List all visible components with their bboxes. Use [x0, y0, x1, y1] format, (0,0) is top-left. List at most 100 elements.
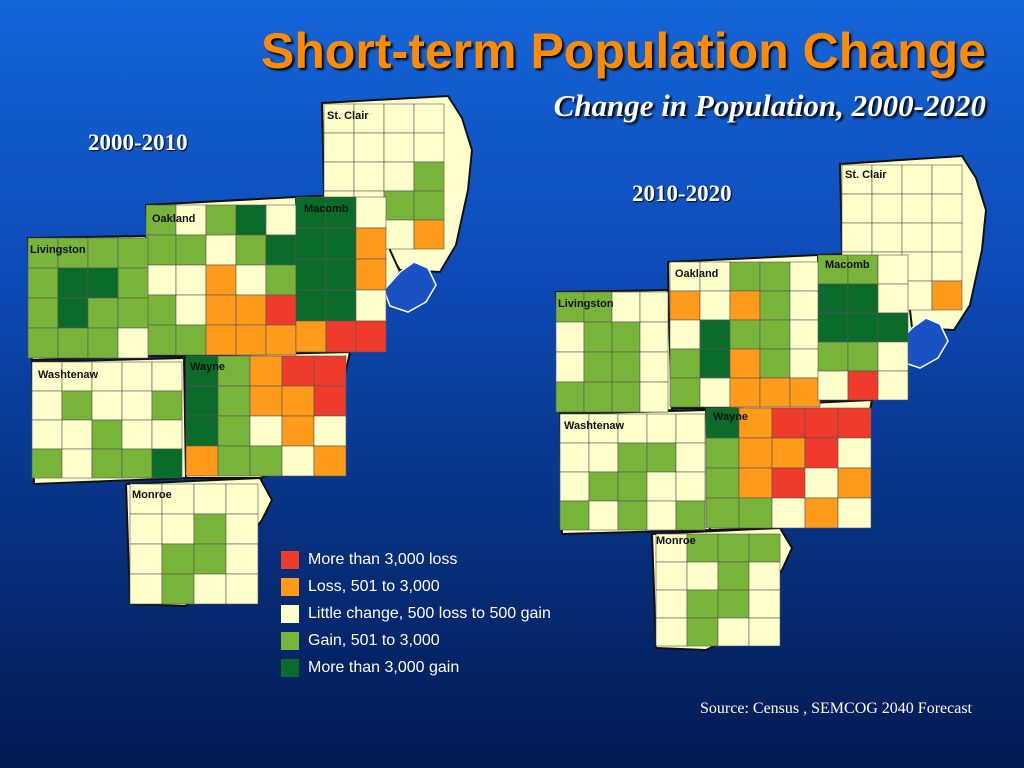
county-label-monroe: Monroe [132, 489, 172, 501]
township-cell [281, 355, 315, 387]
township-cell [205, 264, 237, 296]
county-labels-2010-2020: St. Clair Oakland Macomb Livingston Wash… [558, 169, 887, 547]
township-cell [738, 497, 773, 529]
township-cell [61, 361, 93, 392]
township-cell [325, 289, 357, 322]
township-cell [145, 294, 177, 326]
legend-label: More than 3,000 loss [308, 550, 458, 568]
county-label-wayne: Wayne [190, 361, 225, 373]
township-cell [588, 413, 619, 444]
township-cell [325, 196, 357, 229]
township-cell [117, 267, 149, 299]
township-cell [193, 483, 227, 515]
township-cell [669, 290, 701, 321]
township-cell [655, 533, 688, 563]
township-cell [837, 437, 872, 469]
township-cell [325, 258, 357, 291]
township-cell [129, 573, 163, 605]
township-cell [639, 321, 669, 353]
township-cell [225, 543, 259, 575]
township-cell [877, 283, 909, 314]
map-2000-2010: St. Clair Oakland Macomb Livingston Wash… [26, 94, 474, 608]
township-cell [355, 196, 387, 229]
township-cell [559, 500, 590, 531]
township-cell [313, 355, 347, 387]
township-cell [205, 324, 237, 356]
township-cell [205, 234, 237, 266]
township-cell [27, 297, 59, 329]
township-cell [789, 348, 821, 379]
township-cell [871, 164, 903, 195]
township-cell [871, 193, 903, 224]
township-cell [249, 385, 283, 417]
township-cell [686, 561, 719, 591]
township-cell [217, 415, 251, 447]
legend-swatch [281, 550, 299, 569]
township-cell [729, 319, 761, 350]
township-cell [847, 312, 879, 343]
township-cell [27, 327, 59, 359]
township-cell [235, 234, 267, 266]
township-cell [669, 319, 701, 350]
township-cell [151, 361, 183, 392]
township-cell [217, 445, 251, 477]
township-cell [249, 415, 283, 447]
township-cell [804, 407, 839, 439]
township-cell [117, 327, 149, 359]
township-cell [837, 407, 872, 439]
township-cell [583, 351, 613, 383]
township-cell [877, 312, 909, 343]
township-cell [717, 617, 750, 647]
township-cell [817, 312, 849, 343]
township-cell [699, 348, 731, 379]
township-cell [675, 442, 706, 473]
township-cell [804, 437, 839, 469]
township-cell [193, 573, 227, 605]
township-cell [717, 561, 750, 591]
legend-swatch [281, 658, 299, 677]
township-cell [717, 533, 750, 563]
township-cell [847, 370, 879, 401]
township-cell [217, 385, 251, 417]
township-cell [655, 561, 688, 591]
township-cell [413, 103, 445, 134]
township-cell [265, 324, 297, 356]
township-cell [129, 483, 163, 515]
township-cell [87, 327, 119, 359]
township-cell [771, 407, 806, 439]
township-cell [185, 385, 219, 417]
township-cell [555, 321, 585, 353]
township-cell [225, 513, 259, 545]
legend-label: Loss, 501 to 3,000 [308, 577, 440, 595]
township-cell [27, 267, 59, 299]
township-cell [759, 290, 791, 321]
township-cell [686, 533, 719, 563]
township-cell [686, 589, 719, 619]
township-cell [699, 290, 731, 321]
township-cell [383, 103, 415, 134]
township-grid-2010-2020 [555, 164, 963, 647]
township-cell [639, 351, 669, 383]
township-cell [789, 290, 821, 321]
county-label-macomb: Macomb [304, 203, 349, 215]
township-cell [57, 267, 89, 299]
township-cell [91, 419, 123, 450]
township-cell [413, 219, 445, 250]
township-cell [31, 448, 63, 479]
legend-item-loss-small: Loss, 501 to 3,000 [281, 573, 551, 600]
township-cell [817, 370, 849, 401]
township-cell [265, 294, 297, 326]
township-cell [175, 234, 207, 266]
township-cell [355, 320, 387, 353]
township-cell [729, 377, 761, 408]
township-cell [117, 297, 149, 329]
township-cell [639, 381, 669, 413]
township-cell [705, 437, 740, 469]
township-cell [738, 437, 773, 469]
township-cell [841, 193, 873, 224]
township-cell [151, 448, 183, 479]
township-cell [675, 413, 706, 444]
township-cell [265, 264, 297, 296]
township-cell [295, 227, 327, 260]
county-label-st-clair: St. Clair [845, 169, 887, 181]
